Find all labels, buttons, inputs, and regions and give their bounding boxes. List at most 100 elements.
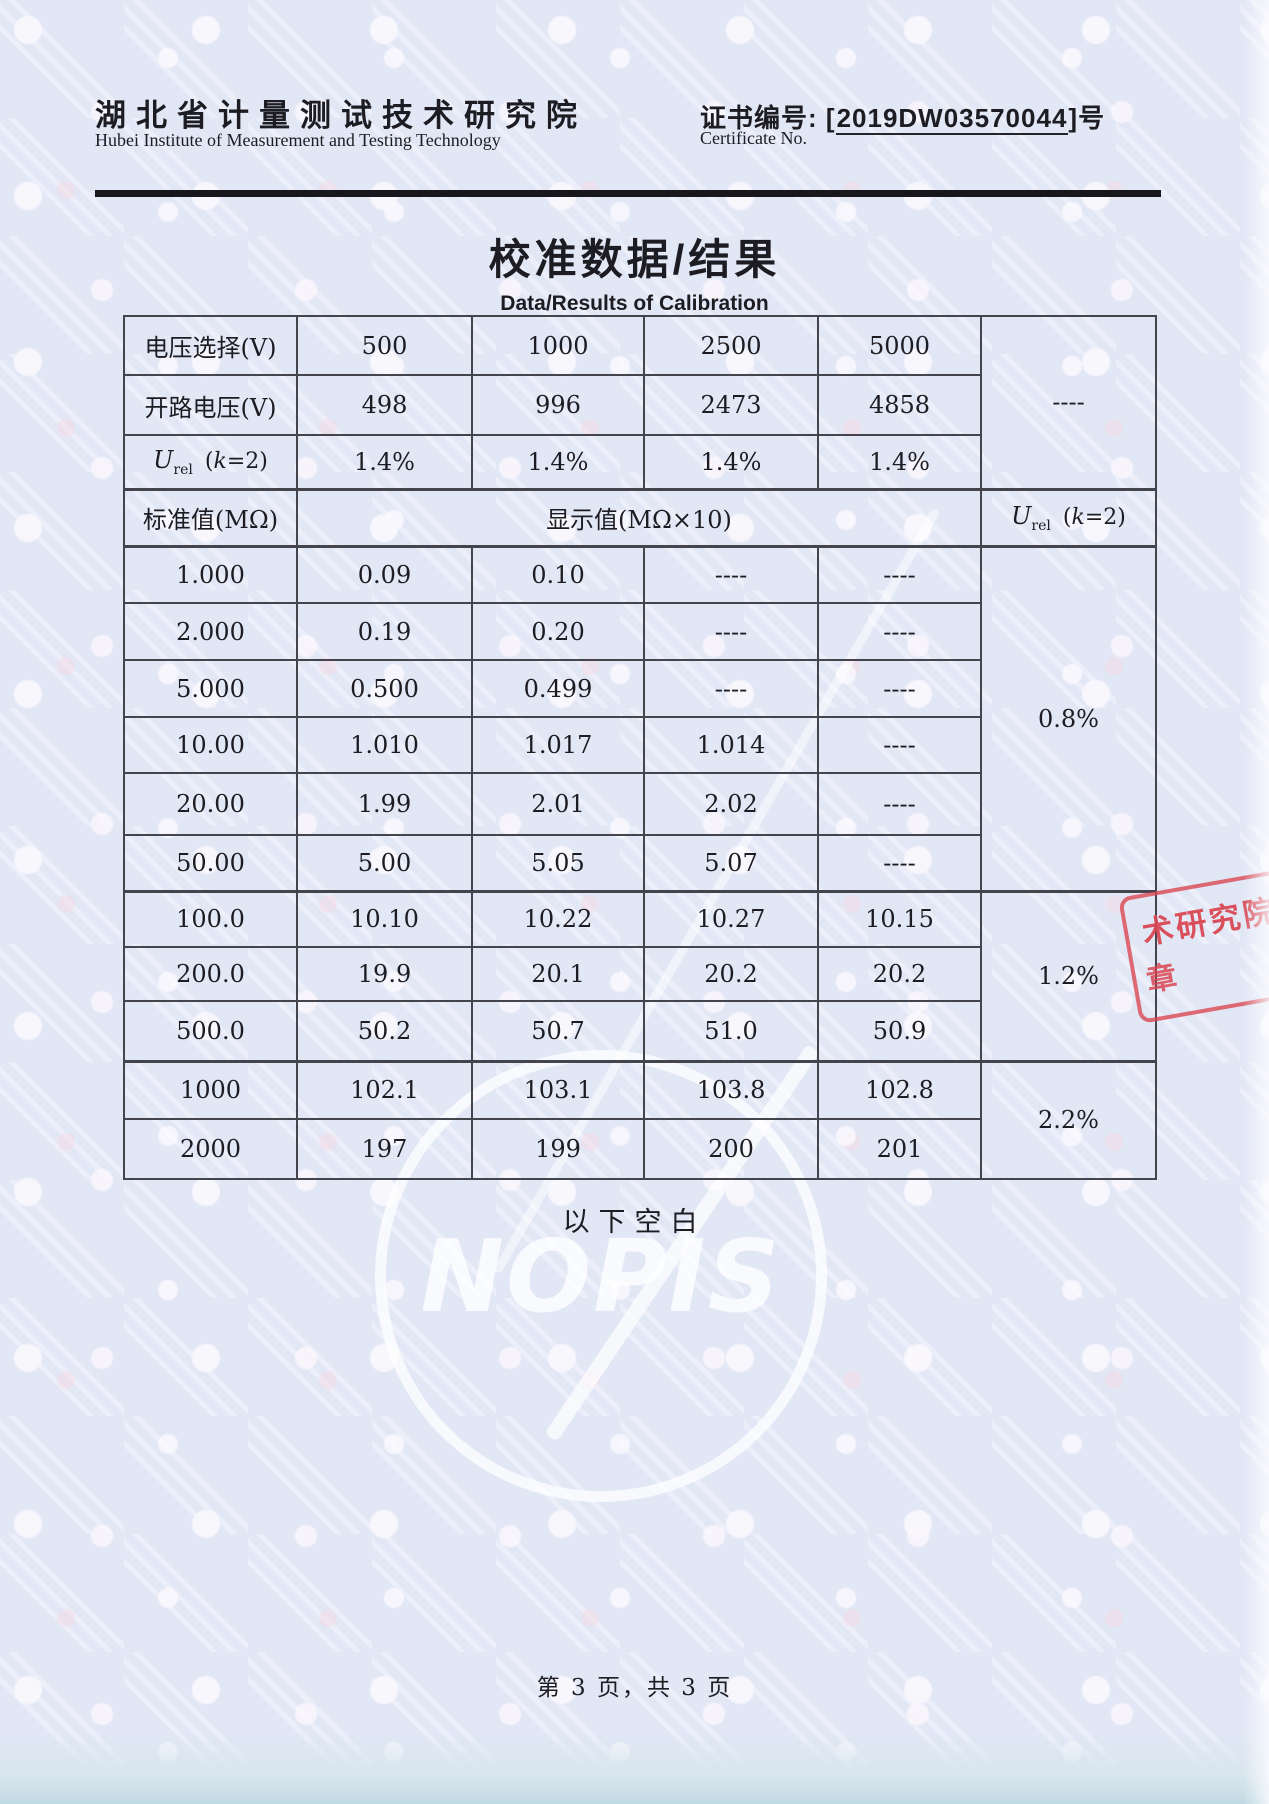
display-value-cell: ---- — [817, 602, 982, 661]
display-value-cell: 1.010 — [296, 716, 473, 774]
display-value-cell: ---- — [817, 659, 982, 718]
urel-header-cell: Urel (k=2) — [980, 487, 1157, 547]
display-value-cell: 0.500 — [296, 659, 473, 718]
display-value-cell: 200 — [643, 1118, 819, 1180]
display-value-cell: ---- — [817, 544, 982, 604]
display-value-cell: 0.09 — [296, 544, 473, 604]
table-row: 20.00 1.99 2.01 2.02 ---- — [123, 772, 1156, 836]
display-value-cell: 0.20 — [471, 602, 645, 661]
std-value-cell: 50.00 — [123, 834, 298, 892]
display-value-cell: ---- — [817, 772, 982, 836]
display-value-cell: 201 — [817, 1118, 982, 1180]
value-cell: 1000 — [471, 315, 645, 376]
value-cell: 996 — [471, 374, 645, 436]
header-divider — [95, 190, 1161, 197]
display-value-cell: 102.1 — [296, 1059, 473, 1120]
display-value-cell: 20.2 — [817, 946, 982, 1002]
display-value-cell: 50.9 — [817, 1000, 982, 1062]
uncertainty-cell: 0.8% — [980, 544, 1157, 892]
uncertainty-cell: 2.2% — [980, 1059, 1157, 1180]
display-value-cell: 10.27 — [643, 889, 819, 948]
certificate-number-open-bracket: [ — [825, 103, 836, 133]
display-value-cell: 103.1 — [471, 1059, 645, 1120]
table-row: 2.000 0.19 0.20 ---- ---- — [123, 602, 1156, 661]
display-value-cell: 197 — [296, 1118, 473, 1180]
value-cell: 1.4% — [296, 434, 473, 490]
display-value-cell: 5.00 — [296, 834, 473, 892]
certificate-number-label: 证书编号: — [700, 103, 826, 133]
stamp-text: 章 — [1144, 960, 1180, 998]
scan-edge-bottom — [0, 1730, 1269, 1804]
urel-symbol: Urel — [1011, 501, 1051, 534]
row-label-cell: 开路电压(V) — [123, 374, 298, 436]
display-value-cell: 19.9 — [296, 946, 473, 1002]
std-value-cell: 1000 — [123, 1059, 298, 1120]
certificate-number-label-en: Certificate No. — [700, 128, 807, 148]
table-row: 1000 102.1 103.1 103.8 102.8 2.2% — [123, 1059, 1157, 1180]
display-value-cell: 5.07 — [643, 834, 819, 892]
display-value-cell: 1.99 — [296, 772, 473, 836]
value-cell: 500 — [296, 315, 473, 376]
std-value-cell: 100.0 — [123, 889, 298, 948]
table-row: 100.0 10.10 10.22 10.27 10.15 1.2% — [123, 889, 1157, 1062]
display-value-cell: 0.499 — [471, 659, 645, 718]
display-value-cell: 20.1 — [471, 946, 645, 1002]
value-cell: 498 — [296, 374, 473, 436]
value-cell: 1.4% — [817, 434, 982, 490]
blank-below-note: 以下空白 — [562, 1207, 707, 1238]
urel-k-part: (k=2) — [204, 448, 268, 474]
value-cell: 1.4% — [471, 434, 645, 490]
table-row: 5.000 0.500 0.499 ---- ---- — [123, 659, 1156, 718]
value-cell: 1.4% — [643, 434, 819, 490]
institute-name-cn: 湖北省计量测试技术研究院 — [95, 98, 587, 133]
table-row: 200.0 19.9 20.1 20.2 20.2 — [123, 946, 1156, 1002]
page-title: 校准数据/结果 — [488, 236, 781, 283]
na-cell: ---- — [980, 315, 1157, 490]
display-value-cell: 20.2 — [643, 946, 819, 1002]
display-value-cell: 1.014 — [643, 716, 819, 774]
std-value-cell: 5.000 — [123, 659, 298, 718]
display-value-cell: 10.15 — [817, 889, 982, 948]
certificate-number-close-bracket: ]号 — [1068, 103, 1106, 133]
std-header-cell: 标准值(MΩ) — [123, 487, 298, 547]
uncertainty-cell: 1.2% — [980, 889, 1157, 1062]
page-number: 第 3 页，共 3 页 — [536, 1675, 733, 1701]
urel-k-part: (k=2) — [1062, 504, 1126, 530]
display-value-cell: 0.19 — [296, 602, 473, 661]
urel-symbol: Urel — [153, 445, 193, 478]
display-value-cell: 50.2 — [296, 1000, 473, 1062]
display-value-cell: ---- — [817, 716, 982, 774]
certificate-number-line: 证书编号: [2019DW03570044]号 — [700, 98, 1105, 135]
row-label-cell: Urel (k=2) — [123, 434, 298, 490]
table-row-open-voltage: 开路电压(V) 498 996 2473 4858 — [123, 374, 1156, 436]
display-value-cell: 2.01 — [471, 772, 645, 836]
std-value-cell: 200.0 — [123, 946, 298, 1002]
value-cell: 2473 — [643, 374, 819, 436]
table-row: 10.00 1.010 1.017 1.014 ---- — [123, 716, 1156, 774]
display-value-cell: ---- — [643, 602, 819, 661]
std-value-cell: 1.000 — [123, 544, 298, 604]
display-value-cell: 2.02 — [643, 772, 819, 836]
std-value-cell: 20.00 — [123, 772, 298, 836]
display-value-cell: 102.8 — [817, 1059, 982, 1120]
table-row: 2000 197 199 200 201 — [123, 1118, 1156, 1180]
display-value-cell: ---- — [817, 834, 982, 892]
std-value-cell: 2.000 — [123, 602, 298, 661]
scan-edge-right — [1243, 0, 1269, 1804]
display-header-cell: 显示值(MΩ×10) — [296, 487, 982, 547]
table-row: 50.00 5.00 5.05 5.07 ---- — [123, 834, 1156, 892]
page-subtitle: Data/Results of Calibration — [500, 292, 769, 315]
table-row-section-header: 标准值(MΩ) 显示值(MΩ×10) Urel (k=2) — [123, 487, 1157, 547]
std-value-cell: 10.00 — [123, 716, 298, 774]
table-row: 500.0 50.2 50.7 51.0 50.9 — [123, 1000, 1156, 1062]
row-label-cell: 电压选择(V) — [123, 315, 298, 376]
display-value-cell: 50.7 — [471, 1000, 645, 1062]
std-value-cell: 500.0 — [123, 1000, 298, 1062]
display-value-cell: 199 — [471, 1118, 645, 1180]
value-cell: 4858 — [817, 374, 982, 436]
value-cell: 2500 — [643, 315, 819, 376]
display-value-cell: 51.0 — [643, 1000, 819, 1062]
display-value-cell: 0.10 — [471, 544, 645, 604]
institute-name-en: Hubei Institute of Measurement and Testi… — [95, 130, 501, 150]
